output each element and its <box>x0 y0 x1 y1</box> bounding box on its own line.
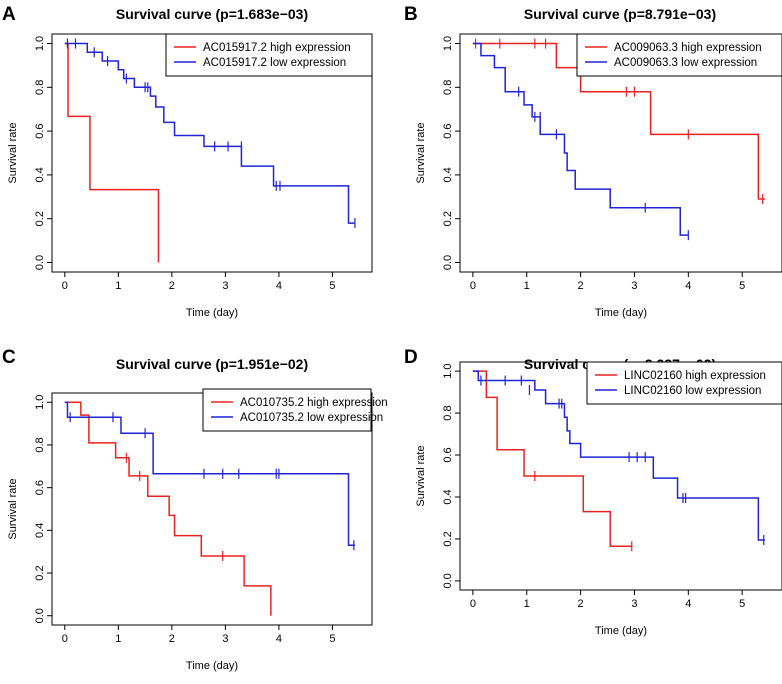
series-line-low <box>472 42 689 236</box>
x-axis-label: Time (day) <box>186 660 238 672</box>
series-line-low <box>64 401 355 547</box>
y-tick-label: 0.0 <box>34 255 46 270</box>
x-tick-label: 0 <box>470 280 476 292</box>
y-axis-label: Survival rate <box>7 122 19 183</box>
x-tick-label: 4 <box>276 280 282 292</box>
legend-label: AC010735.2 low expression <box>240 412 383 424</box>
x-tick-label: 1 <box>115 633 121 645</box>
chart-title: Survival curve (p=8.791e−03) <box>524 6 716 22</box>
x-axis-label: Time (day) <box>595 625 647 637</box>
x-tick-label: 4 <box>276 633 282 645</box>
y-axis-label: Survival rate <box>7 478 19 539</box>
x-tick-label: 0 <box>62 280 68 292</box>
y-tick-label: 0.4 <box>34 523 46 538</box>
panel-c: C Survival curve (p=1.951e−02) 0.0 0.2 0.4 0.… <box>2 347 388 672</box>
panel-letter: C <box>2 347 16 368</box>
y-tick-label: 0.6 <box>34 123 46 138</box>
x-tick-label: 2 <box>169 633 175 645</box>
legend: AC009063.3 high expression AC009063.3 low… <box>576 33 782 77</box>
y-tick-label: 0.6 <box>34 480 46 495</box>
legend-label: AC015917.2 high expression <box>203 42 351 54</box>
legend: AC015917.2 high expression AC015917.2 low… <box>165 33 373 77</box>
panel-letter: B <box>404 4 418 25</box>
y-tick-label: 0.6 <box>442 123 454 138</box>
y-tick-label: 0.4 <box>34 167 46 182</box>
panel-letter: A <box>2 4 16 25</box>
x-tick-label: 5 <box>739 280 745 292</box>
chart-title: Survival curve (p=1.951e−02) <box>116 356 308 372</box>
x-tick-label: 5 <box>739 598 745 610</box>
series-line-high <box>64 401 272 616</box>
y-tick-label: 0.6 <box>442 447 454 462</box>
legend-box <box>202 388 372 432</box>
legend: LINC02160 high expression LINC02160 low e… <box>586 361 782 405</box>
legend-box <box>586 361 782 405</box>
y-tick-label: 0.2 <box>34 565 46 580</box>
legend-box <box>165 33 373 77</box>
y-axis-label: Survival rate <box>415 445 427 506</box>
x-axis-label: Time (day) <box>595 307 647 319</box>
x-tick-label: 1 <box>115 280 121 292</box>
series-line-low <box>64 42 355 224</box>
chart-title: Survival curve (p=1.683e−03) <box>116 6 308 22</box>
y-tick-label: 0.2 <box>442 211 454 226</box>
panel-letter: D <box>404 347 418 368</box>
legend-label: AC009063.3 low expression <box>614 57 757 69</box>
x-tick-label: 2 <box>169 280 175 292</box>
y-tick-label: 1.0 <box>442 36 454 51</box>
x-tick-label: 1 <box>524 598 530 610</box>
y-tick-label: 0.8 <box>442 80 454 95</box>
y-tick-label: 0.4 <box>442 489 454 504</box>
panel-a: A Survival curve (p=1.683e−03) 0.0 0.2 0.4 0.… <box>2 4 373 319</box>
legend-label: AC009063.3 high expression <box>614 42 762 54</box>
y-tick-label: 0.8 <box>34 80 46 95</box>
legend-label: AC010735.2 high expression <box>240 397 388 409</box>
y-tick-label: 0.0 <box>442 255 454 270</box>
series-line-high <box>64 42 160 263</box>
x-tick-label: 3 <box>222 633 228 645</box>
y-tick-label: 1.0 <box>34 36 46 51</box>
y-tick-label: 1.0 <box>442 363 454 378</box>
series-line-low <box>472 370 765 541</box>
y-axis-label: Survival rate <box>415 122 427 183</box>
x-tick-label: 3 <box>631 598 637 610</box>
x-tick-label: 4 <box>685 280 691 292</box>
y-tick-label: 0.8 <box>34 437 46 452</box>
y-tick-label: 0.0 <box>34 608 46 623</box>
y-tick-label: 0.8 <box>442 405 454 420</box>
x-tick-label: 1 <box>524 280 530 292</box>
x-tick-label: 3 <box>631 280 637 292</box>
x-tick-label: 4 <box>685 598 691 610</box>
series-line-high <box>472 370 632 548</box>
y-tick-label: 0.0 <box>442 573 454 588</box>
x-tick-label: 5 <box>329 280 335 292</box>
x-tick-label: 0 <box>62 633 68 645</box>
panel-b: B Survival curve (p=8.791e−03) 0.0 0.2 0.4 0.… <box>404 4 782 319</box>
x-tick-label: 2 <box>578 280 584 292</box>
legend-label: LINC02160 high expression <box>624 370 766 382</box>
x-tick-label: 0 <box>470 598 476 610</box>
series-line-high <box>472 42 765 200</box>
legend-label: AC015917.2 low expression <box>203 57 346 69</box>
y-tick-label: 1.0 <box>34 395 46 410</box>
x-tick-label: 5 <box>329 633 335 645</box>
x-tick-label: 2 <box>578 598 584 610</box>
x-axis-label: Time (day) <box>186 307 238 319</box>
y-tick-label: 0.2 <box>34 211 46 226</box>
legend-label: LINC02160 low expression <box>624 385 761 397</box>
y-tick-label: 0.2 <box>442 531 454 546</box>
legend-box <box>576 33 782 77</box>
y-tick-label: 0.4 <box>442 167 454 182</box>
legend: AC010735.2 high expression AC010735.2 low… <box>202 388 388 432</box>
x-tick-label: 3 <box>222 280 228 292</box>
